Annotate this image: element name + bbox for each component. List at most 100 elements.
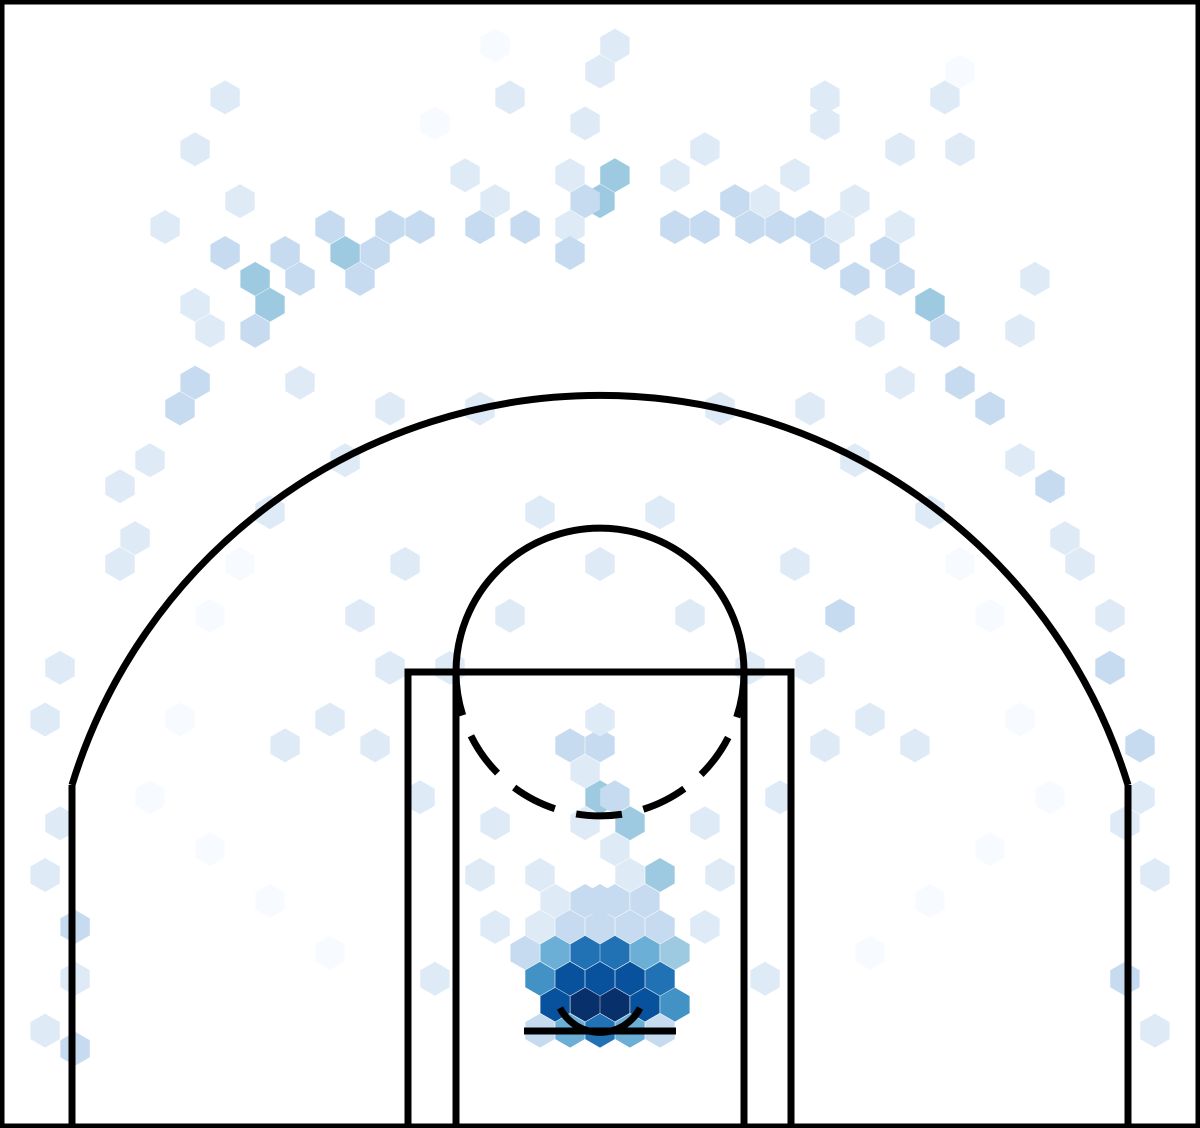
- hex-cell-85: [1125, 728, 1155, 763]
- hex-cell-42: [585, 702, 615, 737]
- hex-cell-18: [540, 935, 570, 970]
- hex-cell-49: [690, 806, 720, 841]
- hex-cell-182: [255, 884, 285, 918]
- hex-cell-98: [195, 313, 225, 348]
- hex-cell-79: [45, 806, 75, 841]
- hex-cell-163: [1005, 313, 1035, 348]
- hex-cell-67: [495, 598, 525, 633]
- hex-cell-63: [270, 728, 300, 763]
- hex-cell-115: [660, 158, 690, 193]
- hex-cell-83: [1125, 780, 1155, 815]
- hex-cell-138: [735, 210, 765, 244]
- hex-cell-4: [585, 961, 615, 996]
- hex-cell-171: [915, 495, 945, 530]
- hex-cell-136: [660, 210, 690, 244]
- hex-cell-178: [135, 780, 165, 815]
- hex-cell-88: [1095, 650, 1125, 685]
- hex-cell-91: [1065, 547, 1095, 581]
- hex-cell-30: [540, 884, 570, 918]
- hex-cell-41: [555, 728, 585, 763]
- hex-cell-62: [855, 702, 885, 737]
- hex-cell-114: [780, 158, 810, 193]
- hexbin-layer: [30, 28, 1170, 1066]
- hex-cell-33: [615, 858, 645, 892]
- hex-cell-108: [855, 313, 885, 348]
- hex-cell-120: [240, 313, 270, 348]
- hex-cell-99: [1035, 469, 1065, 504]
- hex-cell-160: [150, 210, 180, 244]
- hex-cell-110: [795, 210, 825, 244]
- hex-cell-130: [555, 210, 585, 244]
- hex-cell-157: [420, 106, 450, 141]
- hex-cell-164: [285, 365, 315, 400]
- hex-cell-181: [975, 832, 1005, 867]
- hex-cell-82: [1140, 858, 1170, 892]
- hex-cell-19: [660, 935, 690, 970]
- hex-cell-180: [195, 832, 225, 867]
- hex-cell-176: [165, 702, 195, 737]
- hex-cell-122: [345, 261, 375, 296]
- hex-cell-106: [870, 236, 900, 270]
- hex-cell-116: [270, 236, 300, 270]
- hex-cell-34: [600, 832, 630, 867]
- hex-cell-96: [165, 391, 195, 426]
- hex-cell-54: [360, 728, 390, 763]
- hex-cell-77: [30, 1013, 60, 1048]
- hex-cell-183: [915, 884, 945, 918]
- hex-cell-174: [195, 598, 225, 633]
- hex-cell-154: [225, 184, 255, 219]
- hex-cell-48: [705, 858, 735, 892]
- hex-cell-121: [285, 261, 315, 296]
- hex-cell-64: [900, 728, 930, 763]
- hex-cell-71: [645, 495, 675, 530]
- hex-cell-68: [675, 598, 705, 633]
- hex-cell-40: [585, 728, 615, 763]
- hex-cell-86: [30, 702, 60, 737]
- hex-cell-93: [120, 521, 150, 556]
- hex-cell-143: [885, 210, 915, 244]
- hex-cell-57: [825, 598, 855, 633]
- hex-cell-17: [630, 935, 660, 970]
- hex-cell-44: [750, 961, 780, 996]
- hex-cell-100: [1005, 443, 1035, 478]
- hex-cell-31: [645, 858, 675, 892]
- hex-cell-21: [585, 909, 615, 944]
- hex-cell-56: [375, 650, 405, 685]
- hex-cell-46: [690, 909, 720, 944]
- hex-cell-0: [570, 987, 600, 1022]
- hex-cell-119: [255, 287, 285, 322]
- hex-cell-23: [615, 909, 645, 944]
- hex-cell-112: [720, 184, 750, 219]
- hex-cell-25: [525, 909, 555, 944]
- hex-cell-1: [600, 987, 630, 1022]
- hex-cell-156: [945, 54, 975, 89]
- hex-cell-43: [420, 961, 450, 996]
- hex-cell-149: [810, 80, 840, 115]
- hex-cell-60: [390, 547, 420, 581]
- hex-cell-150: [585, 54, 615, 89]
- hex-cell-8: [645, 961, 675, 996]
- hex-cell-104: [915, 287, 945, 322]
- hex-cell-185: [855, 935, 885, 970]
- hex-cell-39: [570, 754, 600, 789]
- hex-cell-109: [810, 236, 840, 270]
- hex-cell-92: [1050, 521, 1080, 556]
- hex-cell-132: [600, 158, 630, 193]
- hex-cell-51: [765, 780, 795, 815]
- hex-cell-6: [615, 961, 645, 996]
- hex-cell-14: [660, 987, 690, 1022]
- hex-cell-140: [450, 158, 480, 193]
- hex-cell-20: [510, 935, 540, 970]
- hex-cell-175: [975, 598, 1005, 633]
- hex-cell-170: [255, 495, 285, 530]
- hex-cell-118: [210, 236, 240, 270]
- hex-cell-146: [690, 132, 720, 167]
- hex-cell-55: [795, 650, 825, 685]
- hex-cell-101: [975, 391, 1005, 426]
- hex-cell-152: [180, 132, 210, 167]
- hex-cell-27: [570, 884, 600, 918]
